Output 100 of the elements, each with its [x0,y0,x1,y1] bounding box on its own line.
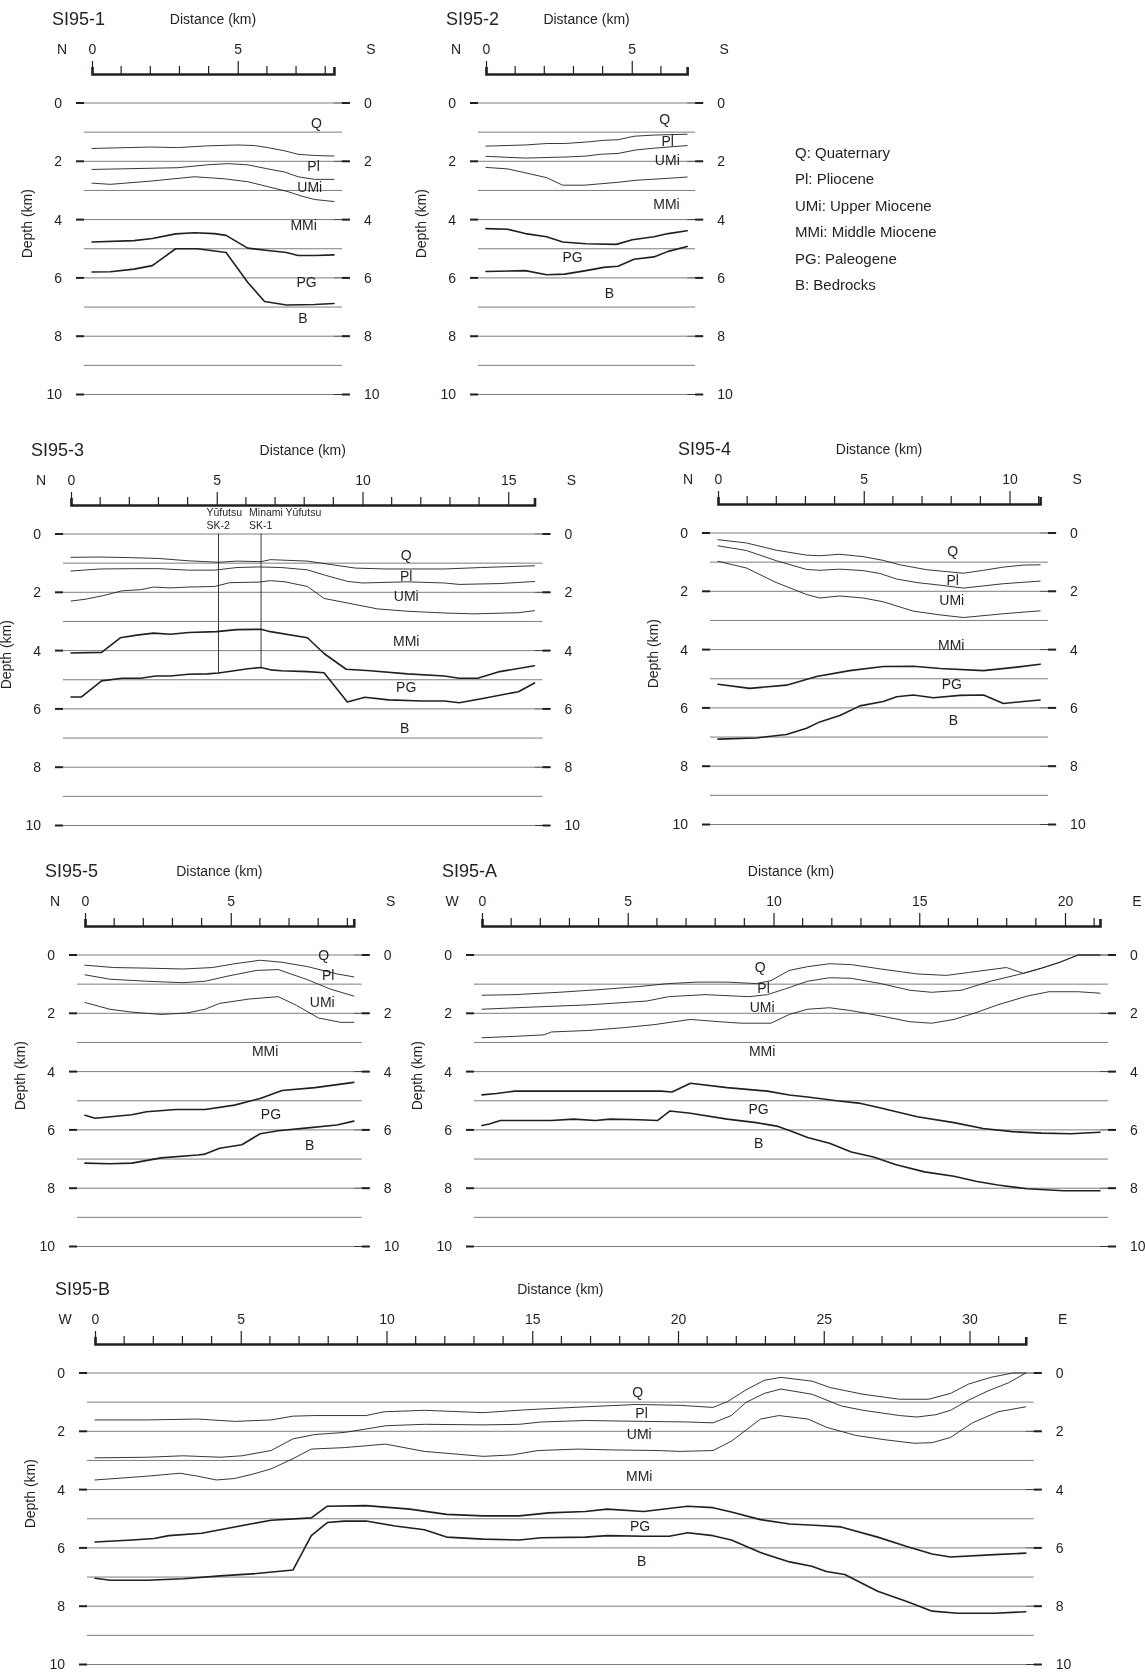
y-tick-label: 6 [33,700,42,717]
y-axis-title: Depth (km) [409,1041,425,1111]
x-axis-title: Distance (km) [259,442,346,458]
y2-tick-label: 8 [1129,1180,1138,1197]
y2-tick-label: 6 [363,269,372,286]
y2-tick-label: 4 [1129,1063,1138,1080]
annotation: Minami Yūfutsu SK-1 [249,506,322,531]
y2-tick-label: 8 [383,1180,392,1197]
y-axis-title: Depth (km) [19,189,35,259]
y2-tick-label: 10 [1055,1656,1072,1673]
annotation: MMi [251,1043,279,1060]
text: N [49,893,61,909]
x-tick-label: 10 [379,1311,395,1327]
annotation: B [948,712,959,729]
y2-tick-label: 8 [363,328,372,345]
y-tick-label: 0 [57,1364,66,1381]
annotation: PG [562,249,583,266]
y2-tick-label: 0 [717,94,726,111]
y-axis-title: Depth (km) [0,620,14,690]
text: Q: Quaternary [795,143,891,161]
x-tick-label: 20 [670,1311,687,1327]
y2-tick-label: 2 [1055,1423,1064,1440]
y2-tick-label: 8 [1055,1598,1064,1615]
annotation: Q [318,947,330,964]
chart-title: SI95-1 [52,9,106,29]
x-tick-label: 5 [628,41,637,57]
y-tick-label: 10 [440,386,457,403]
y-tick-label: 2 [33,584,42,601]
x-axis-title: Distance (km) [176,863,263,879]
annotation: MMi [653,196,680,213]
y-tick-label: 10 [46,386,63,403]
y2-tick-label: 6 [1070,699,1079,716]
y2-tick-label: 4 [363,211,372,228]
chart-title: SI95-5 [45,861,99,881]
x-tick-label: 0 [714,471,723,487]
x-axis-title: Distance (km) [517,1281,604,1297]
chart-title: SI95-B [55,1279,111,1299]
x-tick-label: 10 [355,472,371,488]
y-tick-label: 2 [444,1005,453,1022]
annotation: MMi [748,1043,776,1060]
x-tick-label: 10 [766,893,782,909]
y2-tick-label: 0 [363,94,372,111]
text: N [450,41,462,57]
y2-tick-label: 2 [564,584,573,601]
annotation: UMi [654,151,680,168]
y-tick-label: 6 [448,269,457,286]
annotation: Q [659,110,671,127]
annotation: UMi [626,1426,652,1443]
text: UMi: Upper Miocene [795,196,932,214]
annotation: Pl [321,966,335,983]
y2-tick-label: 0 [1055,1364,1064,1381]
text: S [719,41,729,57]
annotation: MMi [937,636,965,653]
x-tick-label: 0 [88,41,97,57]
x-tick-label: 0 [67,472,76,488]
x-axis-title: Distance (km) [747,863,835,879]
annotation: Pl [946,572,959,589]
chart-title: SI95-3 [31,440,85,460]
y-tick-label: 4 [57,1481,66,1498]
text: Pl: Pliocene [795,170,875,188]
annotation: Q [400,547,412,564]
y-tick-label: 8 [47,1180,56,1197]
annotation: B [305,1136,315,1153]
annotation: B [604,284,614,301]
y-tick-label: 10 [436,1238,453,1255]
text: E [1132,893,1142,909]
text: S [566,472,577,488]
text: W [58,1311,73,1327]
annotation: Q [754,958,766,975]
x-tick-label: 5 [227,893,236,909]
y2-tick-label: 10 [717,386,733,403]
text: B: Bedrocks [795,276,876,294]
y-axis-title: Depth (km) [413,189,429,259]
y-tick-label: 10 [39,1238,56,1255]
y2-tick-label: 0 [564,525,573,542]
y-tick-label: 8 [54,328,63,345]
y2-tick-label: 4 [717,211,726,228]
y-tick-label: 0 [448,94,457,111]
y2-tick-label: 4 [1070,641,1079,658]
y-axis-title: Depth (km) [645,619,661,689]
x-tick-label: 15 [500,472,517,488]
annotation: B [298,310,308,327]
x-axis-title: Distance (km) [835,441,923,457]
x-tick-label: 5 [234,41,243,57]
y-tick-label: 0 [444,946,453,963]
y-tick-label: 2 [448,153,457,170]
x-tick-label: 0 [482,41,491,57]
x-tick-label: 20 [1057,893,1074,909]
chart-title: SI95-4 [678,439,732,459]
x-axis-title: Distance (km) [543,11,630,27]
annotation: PG [748,1101,769,1118]
y2-tick-label: 2 [1129,1005,1138,1022]
y-tick-label: 8 [33,759,42,776]
y-tick-label: 10 [25,817,42,834]
text: E [1058,1311,1068,1327]
y-tick-label: 0 [54,94,63,111]
annotation: UMi [297,179,323,196]
text: S [1072,471,1082,487]
annotation: Pl [400,567,413,584]
y2-tick-label: 2 [1070,583,1079,600]
